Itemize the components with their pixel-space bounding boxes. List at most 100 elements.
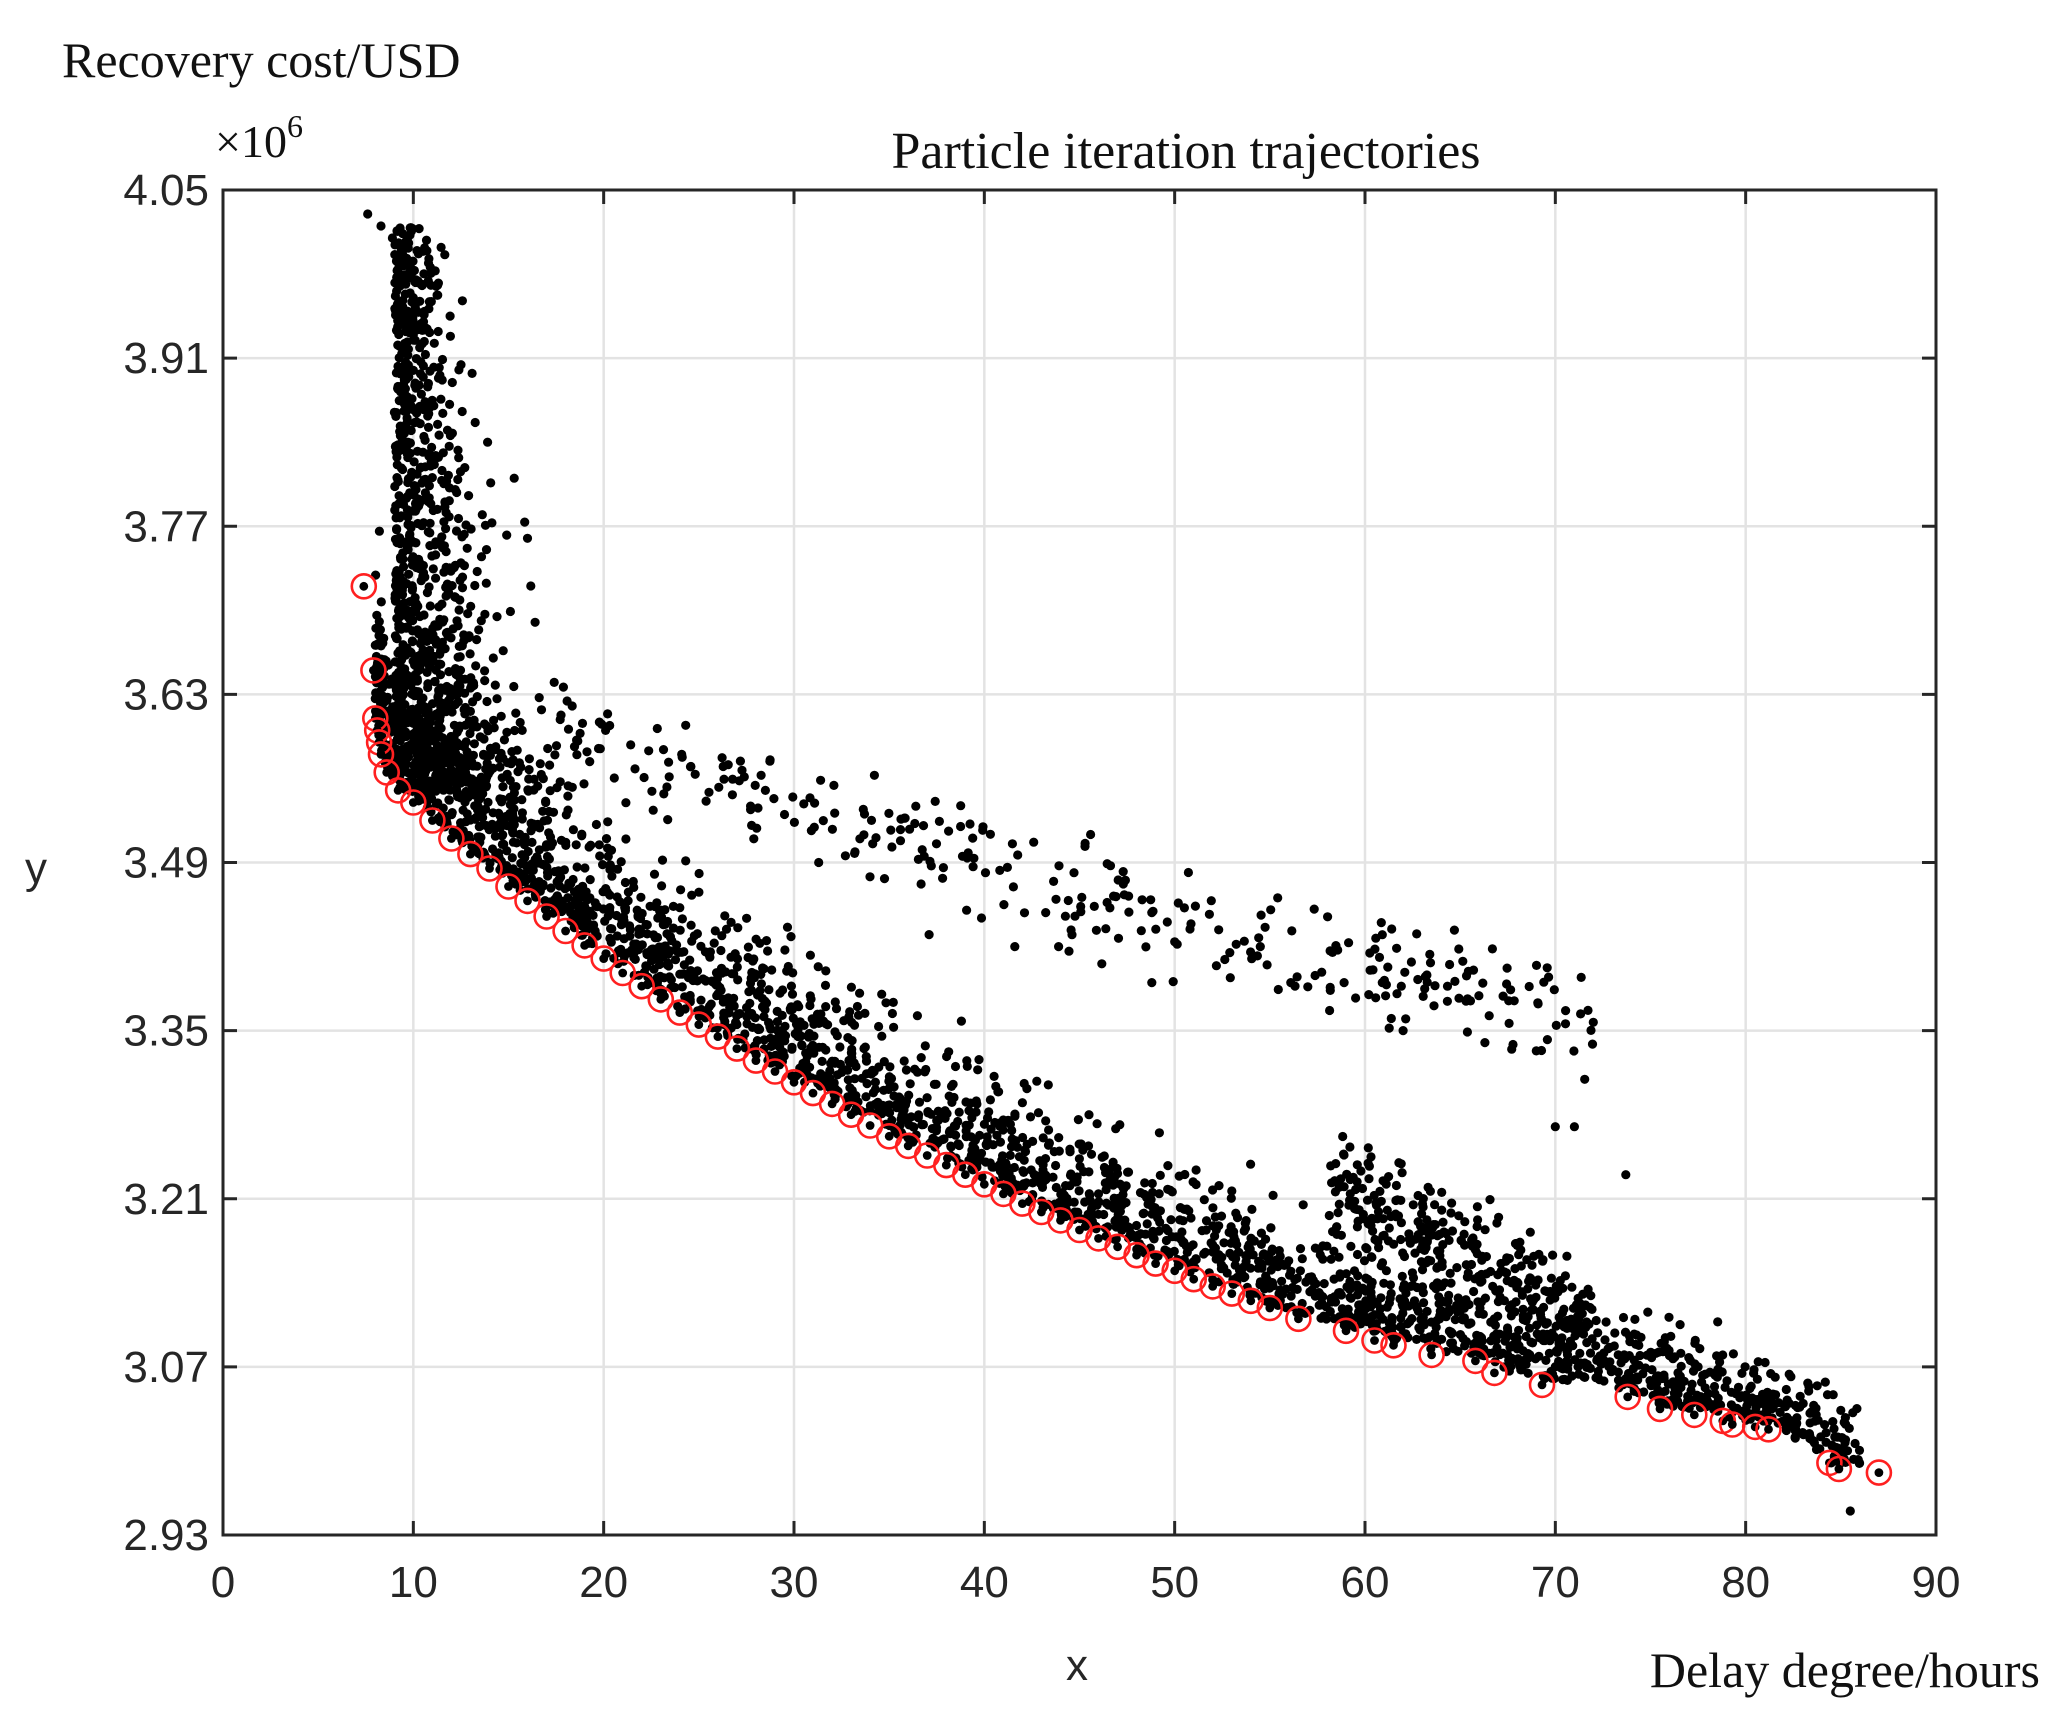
- particle-point: [1239, 1262, 1249, 1272]
- particle-point: [1247, 1204, 1257, 1214]
- particle-point: [650, 933, 660, 943]
- particle-point: [944, 826, 954, 836]
- particle-point: [424, 493, 434, 503]
- particle-point: [1493, 1270, 1503, 1280]
- particle-point: [1190, 901, 1200, 911]
- pareto-center-point: [999, 1189, 1008, 1199]
- particle-point: [469, 739, 479, 749]
- particle-point: [1173, 898, 1183, 908]
- particle-point: [603, 709, 613, 719]
- pareto-marker: [590, 945, 618, 972]
- particle-point: [877, 989, 887, 999]
- particle-point: [1346, 1283, 1356, 1293]
- pareto-center-point: [922, 1151, 932, 1160]
- particle-point: [1323, 912, 1333, 922]
- particle-point: [1386, 1013, 1396, 1024]
- particle-point: [1845, 1506, 1855, 1516]
- particle-point: [1014, 1152, 1024, 1162]
- particle-point: [1051, 1182, 1061, 1193]
- particle-point: [1020, 1146, 1031, 1157]
- particle-point: [1416, 1314, 1426, 1325]
- particle-point: [713, 989, 723, 999]
- pareto-center-point: [1056, 1216, 1065, 1225]
- particle-point: [435, 766, 445, 776]
- particle-point: [905, 1079, 915, 1089]
- particle-point: [870, 1077, 881, 1087]
- particle-point: [520, 517, 530, 527]
- particle-point: [413, 778, 423, 789]
- particle-point: [804, 1028, 815, 1039]
- particle-point: [528, 865, 538, 875]
- particle-point: [1064, 946, 1074, 956]
- particle-point: [1562, 1350, 1573, 1360]
- particle-point: [429, 338, 439, 348]
- particle-point: [914, 1110, 924, 1120]
- particle-point: [847, 1036, 857, 1046]
- particle-point: [1296, 1307, 1306, 1317]
- particle-point: [1085, 1207, 1096, 1217]
- particle-point: [433, 290, 443, 300]
- particle-point: [1121, 1198, 1131, 1208]
- particle-point: [728, 774, 738, 784]
- particle-point: [1442, 996, 1452, 1006]
- y-axis-multiplier: ×106: [215, 108, 303, 167]
- particle-point: [580, 903, 590, 913]
- particle-point: [1532, 1320, 1542, 1330]
- pareto-center-point: [466, 849, 475, 859]
- particle-point: [526, 873, 537, 883]
- particle-point: [398, 640, 408, 650]
- particle-point: [529, 774, 539, 784]
- particle-point: [434, 602, 444, 612]
- particle-point: [511, 708, 521, 718]
- particle-point: [1065, 1144, 1075, 1154]
- particle-point: [1180, 1169, 1190, 1180]
- particle-point: [465, 649, 475, 659]
- particle-point: [968, 833, 978, 843]
- particle-point: [409, 690, 419, 701]
- particle-point: [415, 296, 425, 306]
- particle-point: [444, 778, 454, 788]
- particle-point: [1273, 984, 1283, 995]
- particle-point: [1256, 910, 1266, 920]
- particle-point: [410, 418, 420, 428]
- particle-point: [418, 317, 429, 327]
- particle-point: [1044, 1138, 1054, 1148]
- particle-point: [521, 861, 531, 871]
- particle-point: [637, 908, 647, 919]
- particle-point: [746, 973, 756, 983]
- particle-point: [686, 966, 696, 976]
- particle-point: [789, 817, 800, 828]
- particle-point: [437, 465, 447, 476]
- particle-point: [1026, 1165, 1036, 1175]
- particle-point: [445, 311, 455, 321]
- particle-point: [1645, 1376, 1655, 1386]
- particle-point: [1322, 1241, 1332, 1251]
- particle-point: [1028, 1136, 1038, 1146]
- particle-point: [404, 403, 414, 414]
- particle-point: [496, 797, 507, 807]
- particle-point: [1163, 1161, 1173, 1171]
- particle-point: [718, 997, 728, 1007]
- particle-point: [753, 803, 763, 813]
- particle-point: [1219, 1238, 1229, 1248]
- particle-point: [1333, 945, 1343, 955]
- particle-point: [1593, 1366, 1603, 1376]
- particle-point: [422, 324, 432, 334]
- chart-title: Particle iteration trajectories: [891, 123, 1480, 180]
- particle-point: [642, 920, 652, 930]
- particle-point: [1710, 1389, 1720, 1399]
- particle-point: [1256, 1239, 1266, 1249]
- particle-point: [579, 779, 589, 789]
- particle-point: [463, 609, 473, 619]
- particle-point: [451, 665, 461, 675]
- particle-point: [398, 600, 408, 610]
- particle-point: [895, 825, 906, 835]
- particle-point: [830, 808, 840, 818]
- particle-point: [1101, 924, 1111, 934]
- particle-point: [585, 875, 595, 885]
- particle-point: [1442, 981, 1453, 991]
- particle-point: [495, 762, 505, 772]
- particle-point: [821, 1002, 831, 1012]
- particle-point: [1500, 1336, 1510, 1346]
- particle-point: [558, 682, 569, 692]
